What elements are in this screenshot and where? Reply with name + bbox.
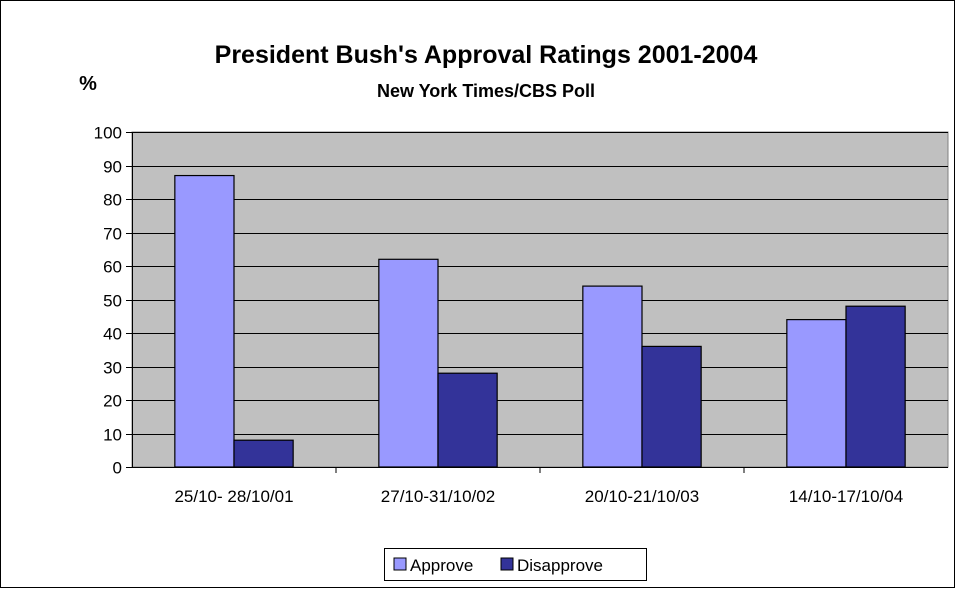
bar-disapprove-1 [233,439,294,468]
x-tick-label: 20/10-21/10/03 [585,487,699,506]
bar-approve-1 [174,174,235,468]
legend-swatch-approve [393,557,407,571]
bar-disapprove-2 [437,372,498,468]
legend-swatch-disapprove [500,557,514,571]
legend: Approve Disapprove [384,548,647,581]
y-tick-label: 30 [103,359,122,378]
y-tick-label: 60 [103,258,122,277]
y-tick-label: 10 [103,426,122,445]
legend-label-approve: Approve [410,556,473,575]
y-tick-label: 40 [103,325,122,344]
y-tick-label: 20 [103,392,122,411]
chart-subtitle: New York Times/CBS Poll [377,81,595,101]
chart-title: President Bush's Approval Ratings 2001-2… [215,41,758,69]
legend-box [384,548,647,581]
y-tick-label: 50 [103,292,122,311]
plot-area: 0 10 20 30 40 50 60 70 80 90 100 25/10- 28/10/01 27/… [94,124,949,506]
y-tick-label: 80 [103,191,122,210]
bar-approve-2 [378,258,439,468]
bar-approve-3 [582,285,643,468]
bar-approve-4 [786,319,847,468]
y-tick-label: 90 [103,158,122,177]
legend-label-disapprove: Disapprove [517,556,603,575]
y-tick-label: 70 [103,225,122,244]
x-tick-label: 14/10-17/10/04 [789,487,903,506]
y-axis-label: % [79,73,97,95]
y-tick-label: 0 [113,459,122,478]
bar-disapprove-3 [641,345,702,468]
bar-disapprove-4 [845,305,906,468]
x-tick-label: 25/10- 28/10/01 [174,487,293,506]
x-tick-label: 27/10-31/10/02 [381,487,495,506]
y-tick-label: 100 [94,124,122,143]
